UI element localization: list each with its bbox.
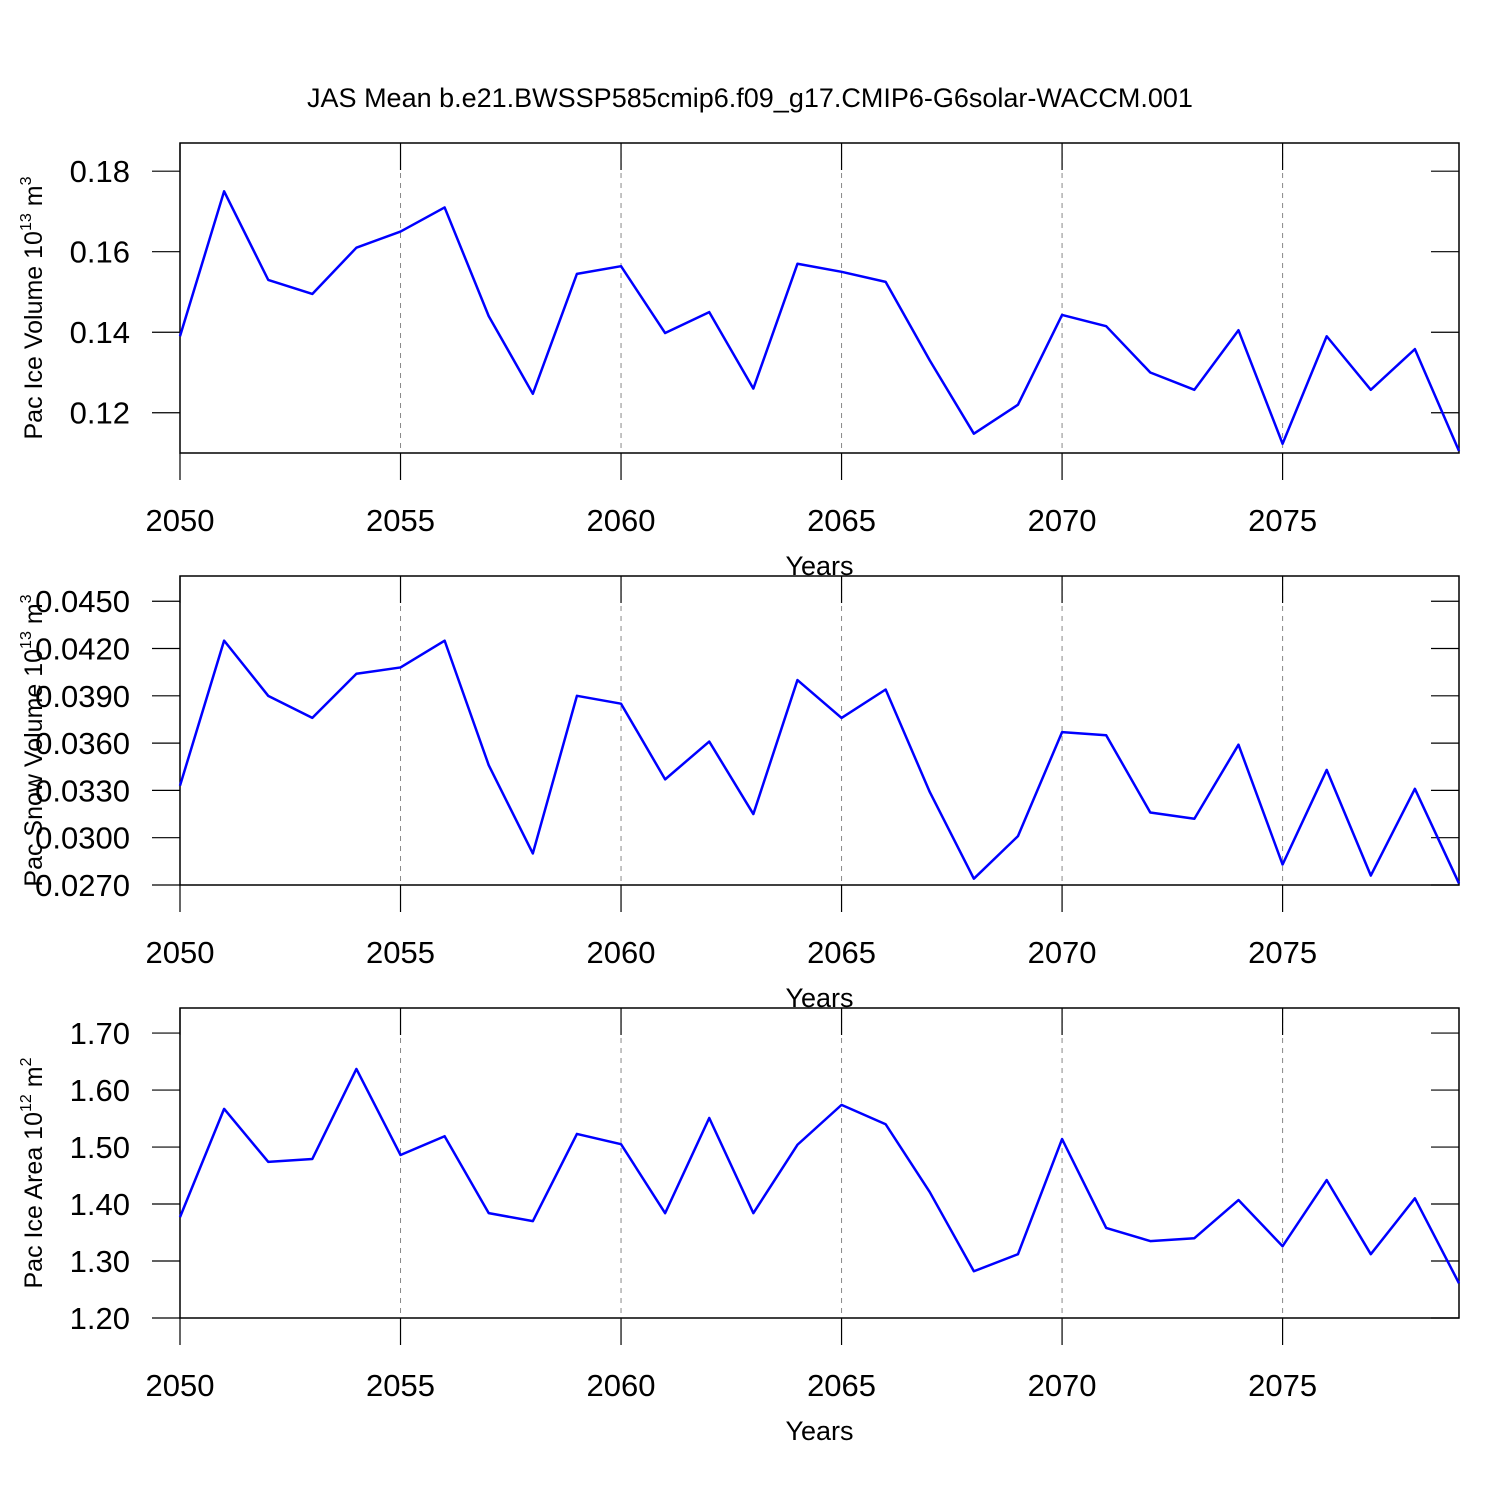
- data-line: [178, 1067, 1461, 1284]
- x-tick-label: 2055: [366, 503, 435, 538]
- y-tick-label: 0.18: [70, 154, 130, 189]
- y-tick-label: 1.50: [70, 1130, 130, 1165]
- y-tick-label: 0.12: [70, 396, 130, 431]
- y-axis-label-exponent: 12: [18, 1094, 35, 1112]
- x-tick-label: 2050: [146, 1368, 215, 1403]
- y-axis-label-unit: m: [20, 1066, 48, 1087]
- y-tick-label: 0.16: [70, 235, 130, 270]
- y-axis-label-text: Pac Ice Area 10: [20, 1112, 48, 1289]
- data-line: [178, 639, 1461, 884]
- y-tick-label: 0.14: [70, 315, 130, 350]
- x-tick-label: 2055: [366, 1368, 435, 1403]
- y-axis-label-exponent: 13: [18, 631, 35, 649]
- chart-title: JAS Mean b.e21.BWSSP585cmip6.f09_g17.CMI…: [307, 83, 1193, 113]
- y-tick-label: 0.0300: [35, 821, 130, 856]
- x-tick-label: 2075: [1248, 503, 1317, 538]
- x-tick-label: 2065: [807, 935, 876, 970]
- x-tick-label: 2060: [587, 935, 656, 970]
- x-tick-label: 2065: [807, 1368, 876, 1403]
- y-axis-label: Pac Ice Area 1012 m2: [18, 1057, 48, 1288]
- x-axis-label: Years: [785, 1416, 853, 1446]
- x-tick-label: 2060: [587, 503, 656, 538]
- x-tick-label: 2075: [1248, 935, 1317, 970]
- y-tick-label: 1.70: [70, 1016, 130, 1051]
- y-axis-label: Pac Snow Volume 1013 m3: [18, 594, 48, 886]
- plot-frame: [179, 1007, 1460, 1319]
- x-tick-label: 2070: [1028, 503, 1097, 538]
- x-tick-label: 2065: [807, 503, 876, 538]
- y-tick-label: 1.60: [70, 1073, 130, 1108]
- y-tick-label: 0.0330: [35, 773, 130, 808]
- plot-frame: [179, 142, 1460, 454]
- y-tick-label: 0.0360: [35, 726, 130, 761]
- y-axis-label-text: Pac Snow Volume 10: [20, 649, 48, 887]
- y-axis-label-unit-exponent: 3: [18, 594, 35, 603]
- x-tick-label: 2050: [146, 935, 215, 970]
- y-tick-label: 0.0450: [35, 584, 130, 619]
- y-axis-label-unit-exponent: 2: [18, 1057, 35, 1066]
- y-axis-label: Pac Ice Volume 1013 m3: [18, 176, 48, 439]
- x-tick-label: 2050: [146, 503, 215, 538]
- x-tick-label: 2070: [1028, 935, 1097, 970]
- x-tick-label: 2070: [1028, 1368, 1097, 1403]
- x-tick-label: 2060: [587, 1368, 656, 1403]
- data-line: [178, 190, 1461, 452]
- y-axis-label-unit-exponent: 3: [18, 176, 35, 185]
- y-axis-label-unit: m: [20, 185, 48, 206]
- y-tick-label: 0.0390: [35, 679, 130, 714]
- y-axis-label-text: Pac Ice Volume 10: [20, 231, 48, 439]
- plot-frame: [179, 575, 1460, 886]
- y-tick-label: 1.40: [70, 1187, 130, 1222]
- x-tick-label: 2075: [1248, 1368, 1317, 1403]
- x-tick-label: 2055: [366, 935, 435, 970]
- y-tick-label: 0.0420: [35, 632, 130, 667]
- y-tick-label: 1.30: [70, 1244, 130, 1279]
- y-tick-label: 1.20: [70, 1301, 130, 1336]
- y-tick-label: 0.0270: [35, 868, 130, 903]
- y-axis-label-unit: m: [20, 603, 48, 624]
- y-axis-label-exponent: 13: [18, 213, 35, 231]
